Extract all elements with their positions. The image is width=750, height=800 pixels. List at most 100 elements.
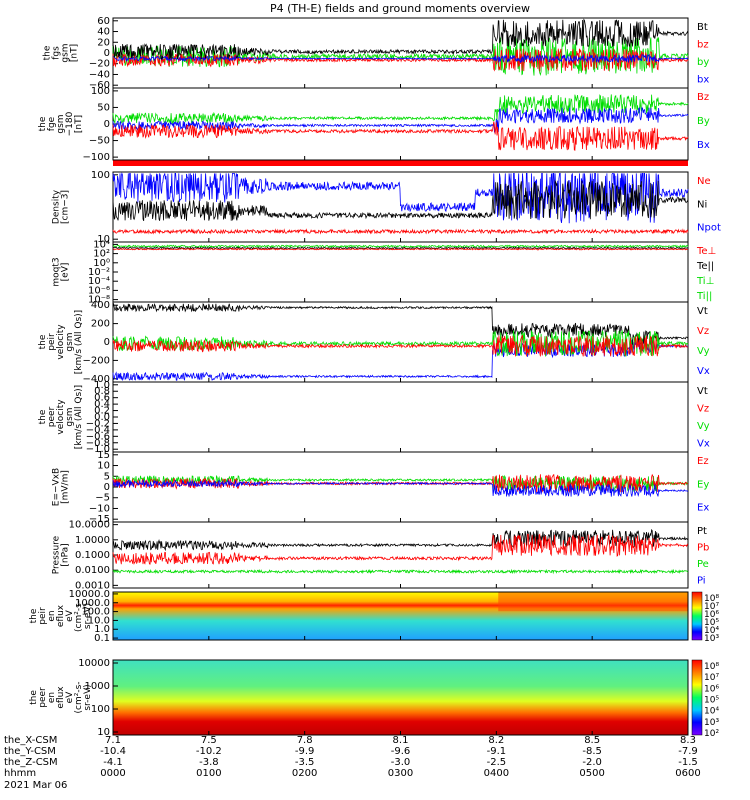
electron-spectrogram	[113, 660, 688, 735]
ephemeris-value: 0000	[100, 768, 125, 779]
y-label-line: [eV]	[61, 263, 71, 282]
y-tick-label: 0.0100	[75, 565, 110, 576]
colorbar-tick: 10⁴	[704, 626, 719, 636]
legend-Vx: Vx	[697, 366, 710, 377]
y-tick-label: 200	[91, 319, 110, 330]
trace-bx	[112, 53, 689, 64]
date-label: 2021 Mar 06	[4, 780, 67, 791]
y-label-line: (cm²-s-	[74, 600, 84, 632]
ephemeris-value: -3.8	[199, 757, 219, 768]
ephemeris-label: the_Z-CSM	[4, 757, 58, 768]
y-label-line: velocity	[56, 324, 66, 360]
chart-title: P4 (TH-E) fields and ground moments over…	[270, 2, 530, 15]
legend-By: By	[697, 116, 710, 127]
y-tick-label: 0.2	[94, 406, 110, 417]
colorbar-tick: 10³	[704, 634, 719, 644]
y-tick-label: −0.2	[86, 418, 110, 429]
y-label-line: [nPa]	[61, 543, 71, 566]
ephemeris-value: -4.1	[103, 757, 123, 768]
y-tick-label: −10	[89, 503, 110, 514]
colorbar	[691, 659, 703, 736]
legend-Ni: Ni	[697, 199, 707, 210]
legend-Ex: Ex	[697, 503, 709, 514]
y-tick-label: −0.4	[86, 425, 110, 436]
legend-Te||: Te||	[696, 261, 714, 272]
y-label-line: fgs	[52, 46, 62, 60]
y-label-line: sr-eV)	[83, 684, 93, 710]
y-axis-label: Density [cm−3]	[52, 189, 71, 224]
trace-vy	[112, 330, 689, 357]
y-tick-label: 1000.0	[75, 598, 110, 609]
y-axis-label: the fgs gsm [nT]	[43, 43, 80, 62]
y-tick-label: 0	[104, 48, 110, 59]
y-tick-label: −1.0	[86, 444, 110, 455]
y-label-line: velocity	[56, 399, 66, 435]
legend-Pe: Pe	[697, 559, 709, 570]
colorbar-tick: 10⁴	[704, 707, 719, 717]
y-tick-label: 1.0	[94, 624, 110, 635]
y-label-line: moqt3	[52, 257, 62, 286]
ephemeris-label: the_Y-CSM	[4, 746, 56, 757]
y-label-line: sr-eV)	[83, 603, 93, 629]
colorbar-tick: 10⁶	[704, 610, 719, 620]
ephemeris-value: 0400	[484, 768, 509, 779]
y-axis-label: the peer en eflux eV (cm²-s-sr-eV)	[29, 681, 93, 713]
ephemeris-label: hhmm	[4, 768, 36, 779]
y-axis-label: Pressure [nPa]	[52, 535, 71, 574]
trace-ex	[112, 478, 688, 498]
marker-band	[113, 160, 688, 166]
ephemeris-value: 0300	[388, 768, 413, 779]
trace-ti	[112, 244, 689, 249]
y-tick-label: 10²	[93, 249, 110, 260]
y-tick-label: 10	[97, 461, 110, 472]
y-label-line: gsm	[56, 114, 66, 133]
y-tick-label: 10⁻²	[88, 267, 110, 278]
y-axis-label: moqt3 [eV]	[52, 257, 71, 286]
y-label-line: gsm	[61, 43, 71, 62]
ephemeris-value: -10.2	[196, 746, 222, 757]
y-tick-label: −60	[89, 80, 110, 91]
y-tick-label: −100	[83, 152, 110, 163]
y-axis-label: the fge gsm −180 [nT]	[38, 111, 84, 136]
x-tick-label: 8.3	[680, 735, 696, 746]
y-label-line: [cm−3]	[61, 190, 71, 224]
trace-pb	[112, 533, 689, 565]
y-label-line: gsm	[65, 332, 75, 351]
y-label-line: eflux	[56, 604, 66, 627]
y-axis-label: the peir velocity gsm [km/s (All Qs)]	[38, 310, 84, 374]
y-label-line: −180	[65, 111, 75, 136]
y-tick-label: 10000	[78, 658, 110, 669]
y-tick-label: 100	[91, 86, 110, 97]
y-tick-label: 100	[91, 704, 110, 715]
y-tick-label: 10.0000	[69, 520, 110, 531]
colorbar-tick: 10⁸	[704, 662, 719, 672]
trace-vz	[112, 334, 689, 357]
trace-Bx	[112, 106, 689, 133]
y-tick-label: 0.1000	[75, 550, 110, 561]
colorbar-tick: 10⁷	[704, 673, 719, 683]
panel-frame	[112, 241, 689, 303]
legend-Pb: Pb	[697, 543, 709, 554]
y-axis-label: E=−VxB [mV/m]	[52, 468, 71, 506]
trace-bt	[112, 18, 689, 61]
ephemeris-value: -2.5	[487, 757, 507, 768]
trace-vt	[113, 302, 689, 346]
y-tick-label: 0.8	[94, 386, 110, 397]
y-tick-label: 5	[104, 471, 110, 482]
y-label-line: Density	[52, 189, 62, 224]
legend-Pt: Pt	[697, 526, 707, 537]
y-tick-label: 400	[91, 300, 110, 311]
y-tick-label: 10	[97, 234, 110, 245]
legend-bx: bx	[697, 75, 709, 86]
y-label-line: peer	[47, 406, 57, 427]
y-label-line: en	[47, 692, 57, 703]
ion-spectrogram-hot	[498, 592, 688, 612]
y-tick-label: −0.8	[86, 438, 110, 449]
y-tick-label: −200	[83, 355, 110, 366]
ephemeris-value: 0600	[675, 768, 700, 779]
colorbar	[691, 591, 703, 641]
legend-Pi: Pi	[697, 576, 706, 587]
panel-ele_spec: 10000 1000 100 10 the peer en eflux eV (cm²-s-sr-…	[29, 658, 719, 739]
